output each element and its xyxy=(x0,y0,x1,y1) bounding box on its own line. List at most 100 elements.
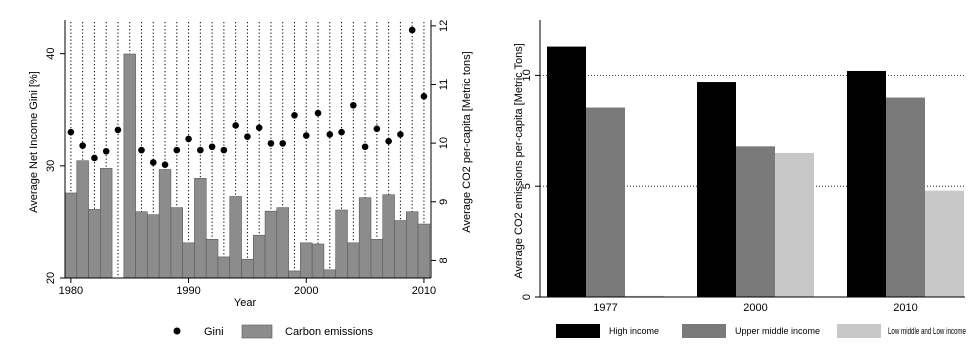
legend-carbon-swatch xyxy=(241,324,273,339)
gini-point-1994 xyxy=(232,122,239,129)
carbon-bar-1980 xyxy=(64,192,78,279)
chart1-grid xyxy=(70,22,425,278)
carbon-bar-1998 xyxy=(276,207,289,279)
chart1-legend: Gini Carbon emissions xyxy=(173,324,374,339)
carbon-bar-2002 xyxy=(323,269,336,279)
gini-point-1981 xyxy=(79,142,86,149)
gini-point-1992 xyxy=(208,143,216,151)
x-category-2000: 2000 xyxy=(743,302,767,314)
gini-point-2007 xyxy=(385,137,392,145)
y-left-tick-20: 20 xyxy=(45,272,57,284)
gini-point-1995 xyxy=(244,133,251,140)
gini-point-1987 xyxy=(149,159,157,166)
carbon-bar-2005 xyxy=(358,197,372,279)
x-category-1977: 1977 xyxy=(593,302,617,314)
carbon-bar-1991 xyxy=(194,178,207,279)
carbon-bar-1982 xyxy=(88,209,101,279)
chart2-ylabel: Average CO2 emissions per-capita [Metric… xyxy=(513,43,525,279)
legend-upper-middle-label: Upper middle income xyxy=(735,326,820,336)
carbon-bar-2001 xyxy=(311,243,325,279)
bar-2010-series-2 xyxy=(925,190,964,297)
y-left-tick-40: 40 xyxy=(45,48,57,60)
carbon-bar-1990 xyxy=(182,242,195,279)
carbon-bar-1992 xyxy=(205,239,219,279)
gini-point-2000 xyxy=(302,132,310,139)
carbon-bar-1996 xyxy=(252,234,266,279)
gini-point-2005 xyxy=(361,143,369,151)
y-tick-0: 0 xyxy=(521,294,533,300)
chart1-ylabel-left: Average Net Income Gini [%] xyxy=(28,71,40,213)
carbon-bar-1994 xyxy=(229,196,242,279)
x-category-2010: 2010 xyxy=(893,302,917,314)
chart1-bars xyxy=(64,53,431,279)
carbon-bar-1981 xyxy=(76,160,89,279)
chart2-bars xyxy=(547,46,964,298)
gini-point-1990 xyxy=(185,135,192,143)
carbon-bar-1989 xyxy=(170,207,183,279)
gini-point-2008 xyxy=(397,131,404,138)
gini-point-1998 xyxy=(279,140,287,147)
gini-point-2001 xyxy=(314,109,322,117)
gini-co2-chart: 20 30 40 8 9 10 11 12 1980 1990 2000 2010 Average N… xyxy=(28,20,473,339)
gini-point-1988 xyxy=(161,161,169,169)
bar-1977-series-1 xyxy=(586,107,625,297)
carbon-bar-1995 xyxy=(241,258,254,279)
gini-point-2004 xyxy=(350,101,357,109)
carbon-bar-2007 xyxy=(382,194,395,279)
bar-2010-series-1 xyxy=(886,97,925,297)
gini-point-1983 xyxy=(102,147,110,155)
gini-point-1993 xyxy=(220,146,228,154)
chart1-axes: 20 30 40 8 9 10 11 12 1980 1990 2000 2010 xyxy=(45,20,450,297)
legend-high-income-label: High income xyxy=(609,326,659,336)
carbon-bar-1997 xyxy=(264,210,278,279)
bar-1977-series-2 xyxy=(625,295,664,297)
carbon-bar-2003 xyxy=(335,209,348,279)
chart1-ylabel-right: Average CO2 per-capita [Metric tons] xyxy=(461,51,473,232)
y-tick-10: 10 xyxy=(521,69,533,81)
gini-co2-chart-panel: 20 30 40 8 9 10 11 12 1980 1990 2000 2010 Average N… xyxy=(0,0,484,354)
carbon-bar-1988 xyxy=(158,169,172,279)
legend-carbon-label: Carbon emissions xyxy=(285,326,374,338)
chart2-axes: 1977 2000 2010 0 5 10 xyxy=(521,20,965,314)
gini-point-1999 xyxy=(291,112,298,119)
carbon-bar-2004 xyxy=(347,242,360,279)
carbon-bar-1993 xyxy=(217,256,231,279)
gini-point-1991 xyxy=(197,146,204,154)
gini-point-2002 xyxy=(326,131,334,138)
x-tick-1990: 1990 xyxy=(176,285,200,297)
income-group-chart-panel: 1977 2000 2010 0 5 10 Average CO2 emissions p… xyxy=(485,0,969,354)
gini-point-1996 xyxy=(255,124,263,131)
y-tick-5: 5 xyxy=(521,183,533,189)
x-tick-1980: 1980 xyxy=(59,285,83,297)
carbon-bar-2000 xyxy=(300,242,313,279)
chart2-legend: High income Upper middle income Low midd… xyxy=(556,324,966,338)
gini-point-1984 xyxy=(114,126,122,134)
carbon-bar-2010 xyxy=(417,223,431,279)
carbon-bar-1999 xyxy=(288,270,301,279)
carbon-bar-2008 xyxy=(394,220,407,279)
carbon-bar-1985 xyxy=(123,53,136,279)
gini-point-1982 xyxy=(91,154,98,162)
bar-2000-series-0 xyxy=(697,82,736,297)
carbon-bar-2006 xyxy=(370,239,384,279)
gini-point-1980 xyxy=(67,128,75,136)
bar-2000-series-2 xyxy=(775,152,814,297)
gini-point-2006 xyxy=(373,125,381,133)
y-right-tick-11: 11 xyxy=(438,79,450,90)
chart1-xlabel: Year xyxy=(234,297,257,309)
bar-1977-series-0 xyxy=(547,46,586,298)
gini-point-2009 xyxy=(408,26,416,34)
gini-point-1997 xyxy=(267,140,275,147)
income-group-chart: 1977 2000 2010 0 5 10 Average CO2 emissions p… xyxy=(513,20,966,338)
y-right-tick-12: 12 xyxy=(438,20,450,32)
gini-point-1989 xyxy=(173,146,181,154)
y-right-tick-8: 8 xyxy=(438,257,450,263)
y-right-tick-9: 9 xyxy=(438,199,450,205)
bar-2000-series-1 xyxy=(736,146,775,297)
carbon-bar-1987 xyxy=(147,214,160,279)
bar-2010-series-0 xyxy=(847,70,886,297)
gini-point-2003 xyxy=(338,128,345,136)
x-tick-2000: 2000 xyxy=(294,285,318,297)
legend-high-income-swatch xyxy=(556,324,600,338)
legend-gini-label: Gini xyxy=(204,326,224,338)
